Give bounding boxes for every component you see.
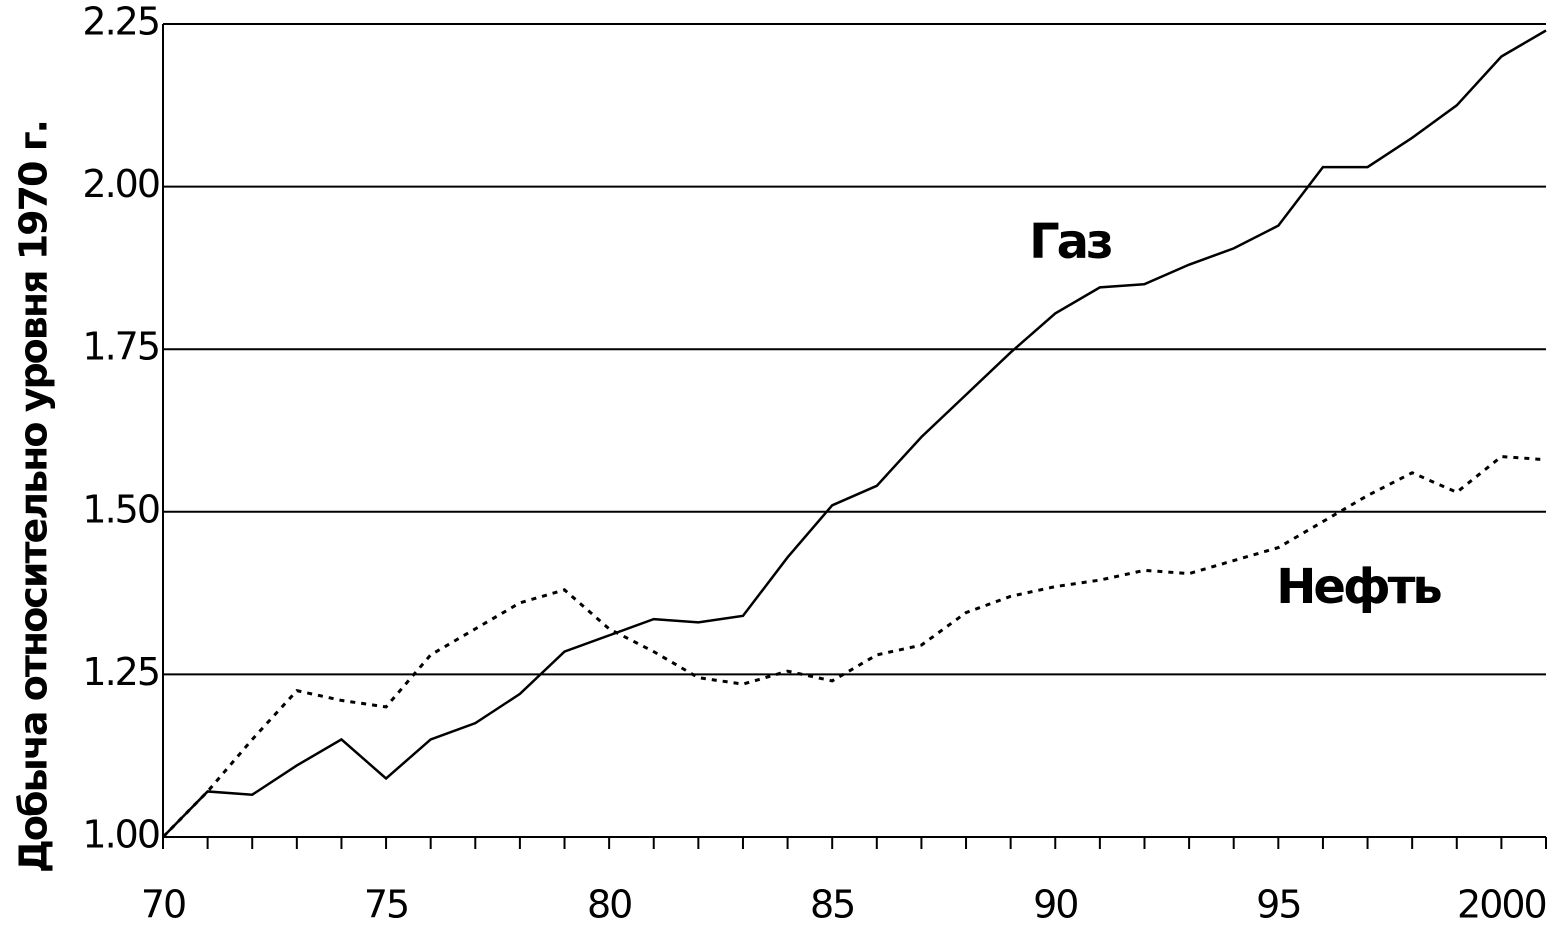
series-line: [162, 29, 1547, 838]
x-tick-label: 2000: [1457, 883, 1546, 925]
y-tick-label: 1.50: [82, 487, 159, 531]
x-tick-label: 90: [1033, 883, 1077, 925]
x-tick-label: 95: [1256, 883, 1300, 925]
y-tick-label: 2.00: [82, 162, 159, 206]
series-label: Газ: [1029, 214, 1111, 270]
x-tick-label: 80: [587, 883, 631, 925]
series-label: Нефть: [1276, 559, 1441, 615]
y-tick-label: 1.25: [82, 650, 159, 694]
y-axis-title: Добыча относительно уровня 1970 г.: [12, 121, 56, 873]
series-line: [161, 454, 1547, 839]
x-tick-label: 70: [141, 883, 185, 925]
x-tick-label: 85: [810, 883, 854, 925]
y-tick-label: 1.75: [82, 325, 159, 369]
x-tick-label: 75: [364, 883, 408, 925]
y-tick-label: 2.25: [82, 0, 159, 44]
y-tick-label: 1.00: [82, 813, 159, 857]
